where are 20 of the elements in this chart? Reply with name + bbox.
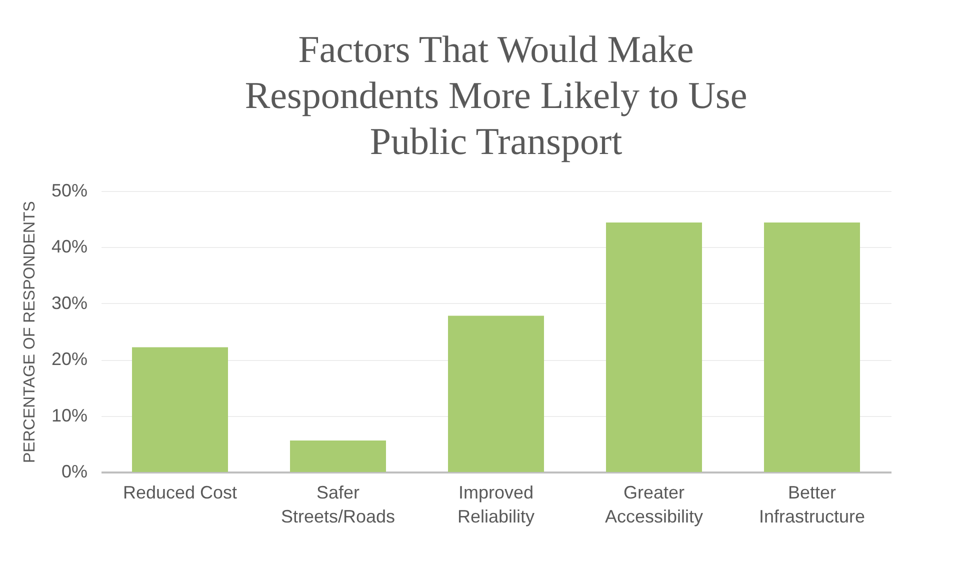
bar bbox=[764, 222, 860, 472]
y-tick-label: 50% bbox=[51, 180, 88, 200]
x-tick-label: Greater Accessibility bbox=[604, 482, 704, 526]
x-tick-label: Better Infrastructure bbox=[758, 482, 866, 526]
y-tick-label: 40% bbox=[51, 236, 88, 257]
y-tick-label: 20% bbox=[51, 349, 88, 370]
y-tick-label: 0% bbox=[61, 462, 88, 482]
x-tick-label: Improved Reliability bbox=[457, 482, 535, 526]
x-tick-label: Safer Streets/Roads bbox=[280, 482, 396, 526]
x-tick-label: Reduced Cost bbox=[122, 482, 238, 502]
y-tick-label: 10% bbox=[51, 405, 88, 426]
y-axis-title: PERCENTAGE OF RESPONDENTS bbox=[21, 201, 38, 463]
bar bbox=[448, 316, 544, 472]
text: Respondents More Likely to Use bbox=[244, 75, 748, 117]
bar bbox=[606, 222, 702, 472]
text: Factors That Would Make bbox=[298, 29, 694, 71]
bar bbox=[132, 347, 228, 472]
text: Public Transport bbox=[370, 121, 622, 163]
bar bbox=[290, 440, 386, 472]
y-tick-label: 30% bbox=[51, 292, 88, 313]
